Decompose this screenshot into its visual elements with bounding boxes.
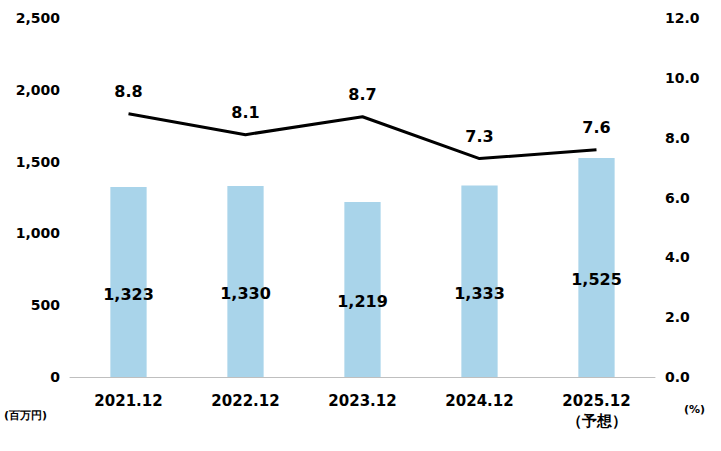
svg-text:1,219: 1,219: [337, 292, 388, 311]
svg-text:2024.12: 2024.12: [445, 392, 513, 410]
svg-text:2021.12: 2021.12: [94, 392, 162, 410]
svg-text:2.0: 2.0: [665, 309, 690, 325]
svg-text:1,500: 1,500: [16, 154, 61, 170]
svg-text:8.1: 8.1: [231, 103, 259, 122]
svg-text:0: 0: [50, 369, 60, 385]
svg-text:1,000: 1,000: [16, 225, 61, 241]
svg-text:8.7: 8.7: [348, 85, 376, 104]
svg-text:2023.12: 2023.12: [328, 392, 396, 410]
svg-text:8.0: 8.0: [665, 130, 690, 146]
svg-text:8.8: 8.8: [114, 82, 142, 101]
svg-text:(%): (%): [684, 403, 705, 416]
svg-text:500: 500: [31, 297, 60, 313]
svg-text:1,330: 1,330: [220, 284, 271, 303]
svg-text:12.0: 12.0: [665, 10, 700, 26]
svg-text:(百万円): (百万円): [4, 409, 47, 422]
svg-text:2,000: 2,000: [16, 82, 61, 98]
svg-text:7.6: 7.6: [582, 118, 610, 137]
svg-text:（予想）: （予想）: [567, 412, 627, 430]
svg-text:1,333: 1,333: [454, 284, 505, 303]
svg-text:7.3: 7.3: [465, 127, 493, 146]
svg-text:6.0: 6.0: [665, 190, 690, 206]
svg-text:0.0: 0.0: [665, 369, 690, 385]
svg-text:10.0: 10.0: [665, 70, 700, 86]
svg-text:1,323: 1,323: [103, 285, 154, 304]
svg-text:1,525: 1,525: [571, 270, 622, 289]
svg-text:2025.12: 2025.12: [562, 392, 630, 410]
svg-text:4.0: 4.0: [665, 249, 690, 265]
svg-text:2022.12: 2022.12: [211, 392, 279, 410]
svg-text:2,500: 2,500: [16, 10, 61, 26]
